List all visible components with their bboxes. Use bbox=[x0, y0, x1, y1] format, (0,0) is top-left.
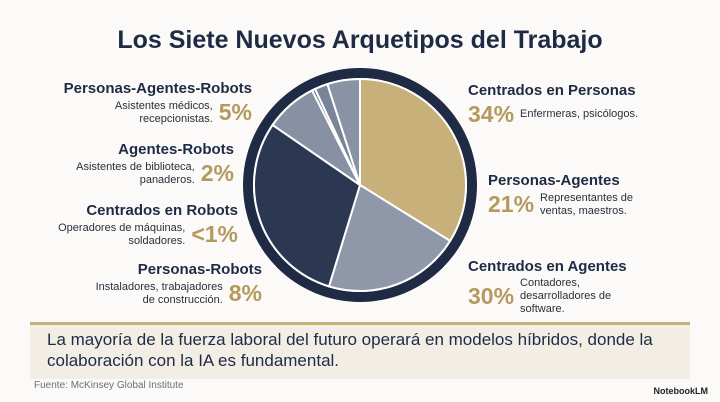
value-label: <1% bbox=[191, 221, 238, 247]
summary-note: La mayoría de la fuerza laboral del futu… bbox=[30, 322, 690, 379]
brand: NotebookLM bbox=[653, 386, 709, 396]
archetype-description: Representantes de ventas, maestros. bbox=[540, 191, 633, 217]
archetype-name: Centrados en Robots bbox=[86, 202, 238, 219]
archetype-description: Instaladores, trabajadores de construcci… bbox=[95, 280, 223, 306]
pie-slice bbox=[327, 183, 452, 292]
pie-slice bbox=[253, 123, 362, 288]
archetype-row: Asistentes de biblioteca, panaderos. 2% bbox=[4, 160, 234, 187]
archetype-row: 21% Representantes de ventas, maestros. bbox=[488, 191, 718, 218]
archetype-label: Personas-Agentes 21% Representantes de ven… bbox=[488, 172, 718, 218]
archetype-description: Operadores de máquinas, soldadores. bbox=[58, 221, 186, 247]
value-label: 5% bbox=[218, 99, 252, 125]
archetype-name: Personas-Robots bbox=[137, 261, 262, 278]
archetype-label: Centrados en Agentes 30% Contadores, desar… bbox=[468, 258, 698, 316]
archetype-name: Centrados en Personas bbox=[468, 82, 636, 99]
archetype-label: Centrados en Robots Operadores de máquina… bbox=[8, 202, 238, 248]
source: Fuente: McKinsey Global Institute bbox=[34, 380, 184, 391]
archetype-name: Agentes-Robots bbox=[118, 141, 234, 158]
value-label: 30% bbox=[468, 283, 515, 309]
value-label: 2% bbox=[200, 160, 234, 186]
value-label: 8% bbox=[228, 280, 262, 306]
archetype-name: Centrados en Agentes bbox=[468, 258, 627, 275]
value-label: 34% bbox=[468, 101, 515, 127]
value-label: 21% bbox=[488, 191, 535, 217]
archetype-row: Asistentes médicos, recepcionistas. 5% bbox=[22, 99, 252, 126]
archetype-row: Operadores de máquinas, soldadores. <1% bbox=[8, 221, 238, 248]
archetype-name: Personas-Agentes bbox=[488, 172, 620, 189]
archetype-name: Personas-Agentes-Robots bbox=[63, 80, 252, 97]
archetype-description: Asistentes de biblioteca, panaderos. bbox=[76, 160, 195, 186]
archetype-row: 30% Contadores, desarrolladores de softwa… bbox=[468, 277, 698, 316]
pie-slice bbox=[326, 77, 361, 186]
archetype-row: Instaladores, trabajadores de construcci… bbox=[32, 280, 262, 307]
archetype-row: 34% Enfermeras, psicólogos. bbox=[468, 101, 698, 128]
archetype-label: Personas-Robots Instaladores, trabajadore… bbox=[32, 261, 262, 307]
archetype-description: Contadores, desarrolladores de software. bbox=[520, 277, 612, 315]
archetype-label: Centrados en Personas 34% Enfermeras, psic… bbox=[468, 82, 698, 128]
archetype-label: Agentes-Robots Asistentes de biblioteca, … bbox=[4, 141, 234, 187]
chart-title: Los Siete Nuevos Arquetipos del Trabajo bbox=[117, 26, 603, 54]
archetype-description: Enfermeras, psicólogos. bbox=[520, 108, 639, 120]
archetype-description: Asistentes médicos, recepcionistas. bbox=[114, 99, 213, 125]
archetype-label: Personas-Agentes-Robots Asistentes médico… bbox=[22, 80, 252, 126]
